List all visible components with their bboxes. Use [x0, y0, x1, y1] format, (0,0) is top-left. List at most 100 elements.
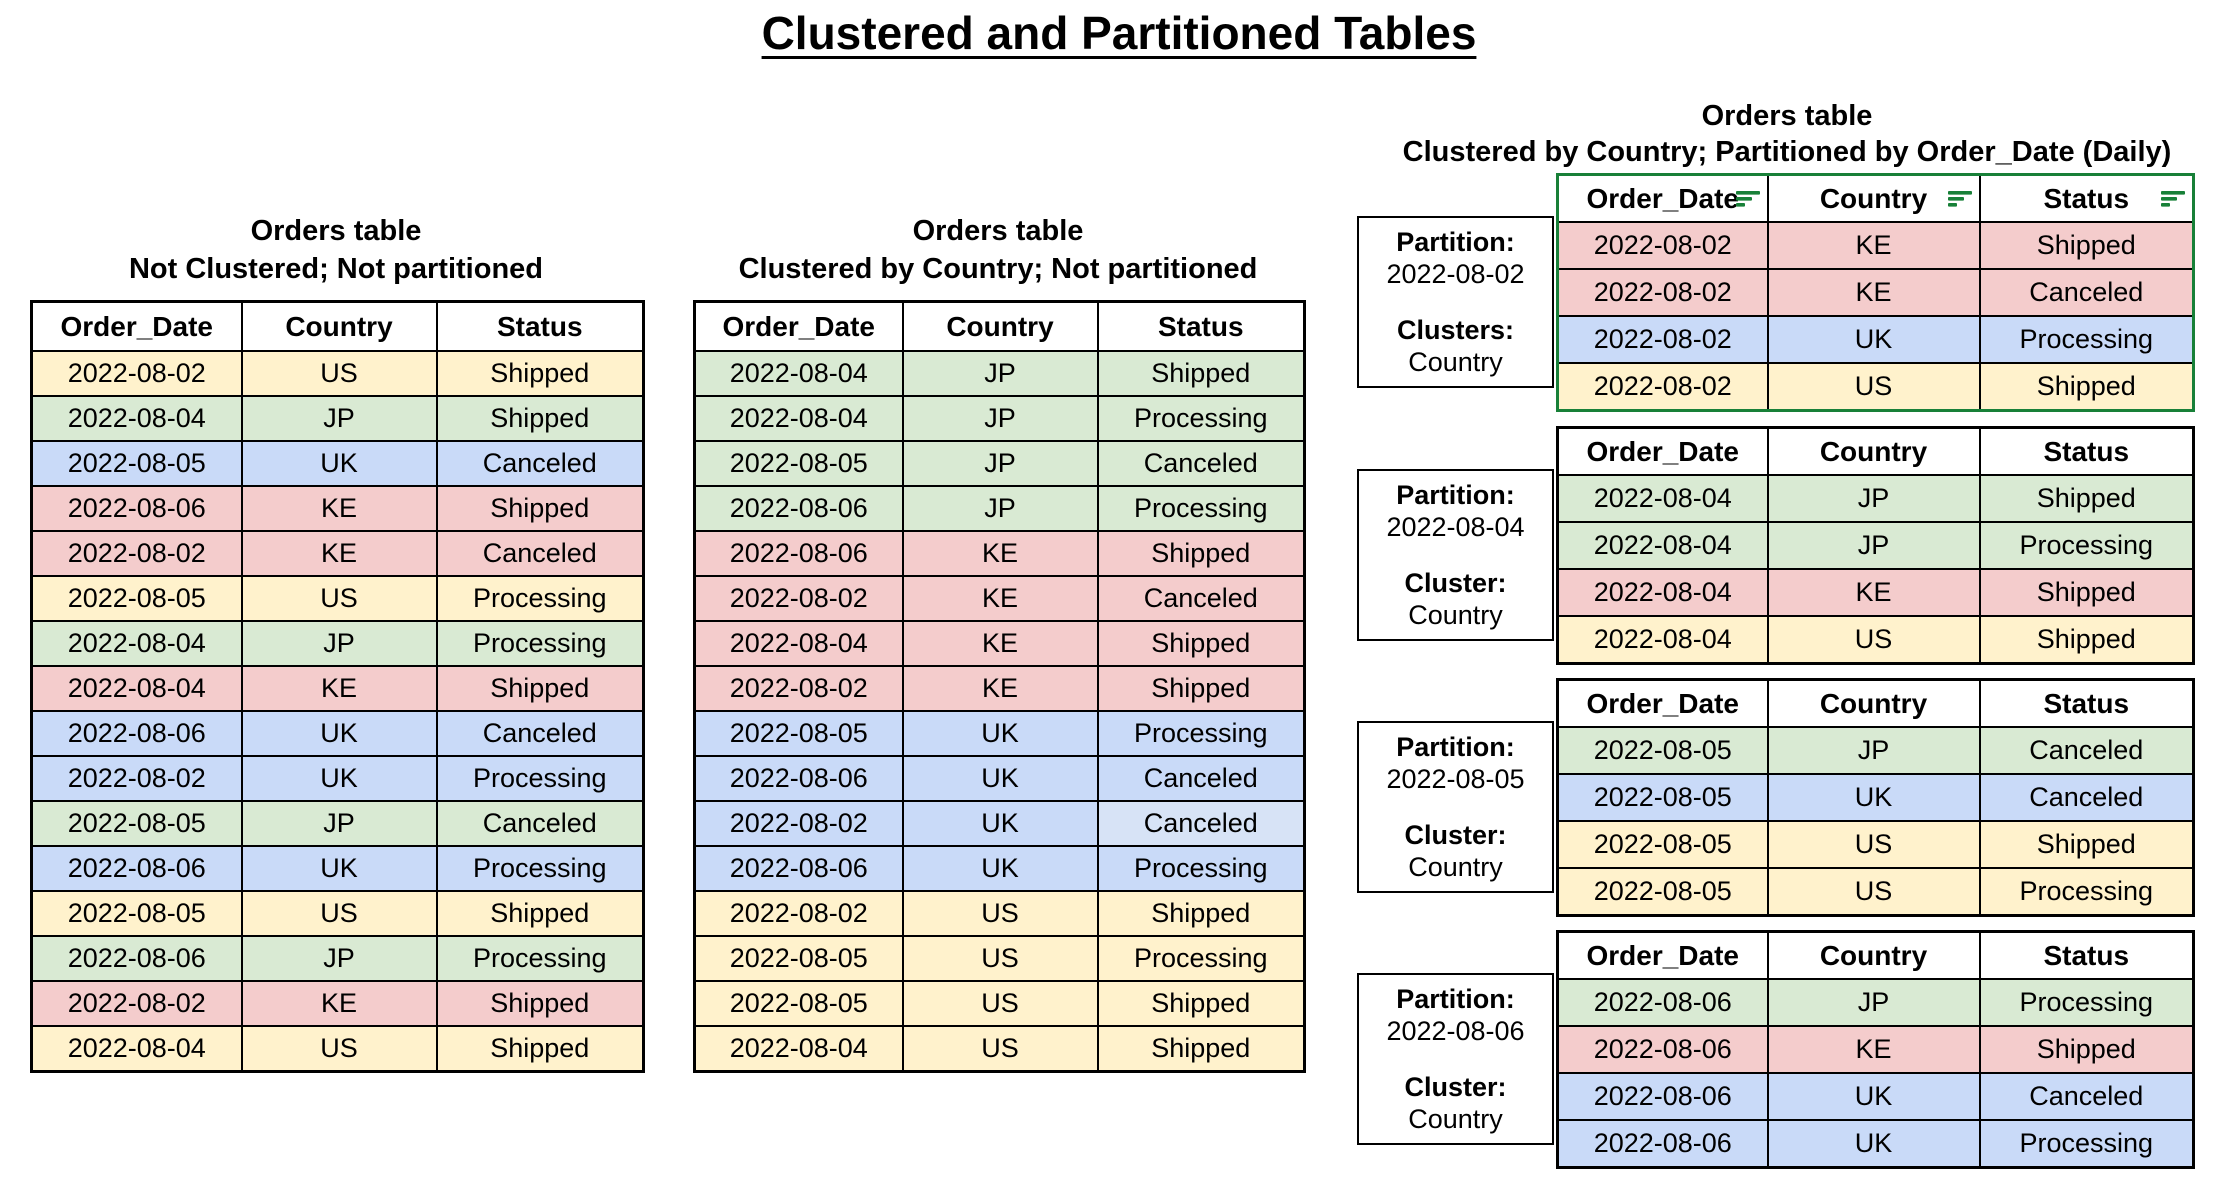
- cell-status: Shipped: [1978, 820, 2195, 869]
- cell-order-date: 2022-08-05: [30, 800, 243, 847]
- table-header-row: Order_Date Country Status: [693, 300, 1306, 352]
- section-clustered-partitioned: Orders table Clustered by Country; Parti…: [1357, 98, 2217, 1169]
- filter-icon[interactable]: [2161, 190, 2187, 208]
- cell-order-date: 2022-08-06: [1556, 978, 1769, 1027]
- cell-status: Shipped: [435, 980, 645, 1027]
- table-row: 2022-08-06 JP Processing: [693, 485, 1306, 532]
- column-header-label: Country: [1819, 435, 1928, 467]
- cluster-id-group: Cluster: Country: [1361, 1071, 1550, 1135]
- cell-order-date: 2022-08-02: [30, 980, 243, 1027]
- cell-status: Processing: [435, 575, 645, 622]
- cell-country: US: [1766, 867, 1981, 917]
- column-header-label: Status: [496, 310, 583, 342]
- cell-status: Processing: [1096, 710, 1306, 757]
- table-row: 2022-08-06 KE Shipped: [693, 530, 1306, 577]
- cell-status: Processing: [1978, 315, 2195, 364]
- cell-country: UK: [240, 440, 438, 487]
- cell-order-date: 2022-08-02: [1556, 315, 1769, 364]
- cell-country: JP: [1766, 978, 1981, 1027]
- column-header-label: Order_Date: [1586, 182, 1739, 214]
- table-row: 2022-08-04 KE Shipped: [693, 620, 1306, 667]
- table-row: 2022-08-05 UK Canceled: [1556, 773, 2195, 822]
- cell-order-date: 2022-08-02: [1556, 268, 1769, 317]
- cell-order-date: 2022-08-05: [30, 890, 243, 937]
- table-row: 2022-08-04 KE Shipped: [1556, 568, 2195, 617]
- column-header-order_date: Order_Date: [1556, 678, 1769, 728]
- section-clustered: Orders table Clustered by Country; Not p…: [693, 212, 1306, 1073]
- cell-status: Processing: [435, 620, 645, 667]
- cell-order-date: 2022-08-04: [1556, 474, 1769, 523]
- cell-status: Processing: [1978, 867, 2195, 917]
- cell-order-date: 2022-08-06: [30, 710, 243, 757]
- table-row: 2022-08-02 US Shipped: [1556, 362, 2195, 412]
- cell-order-date: 2022-08-06: [30, 485, 243, 532]
- table-header-row: Order_Date Country Status: [30, 300, 645, 352]
- partition-id-group: Partition: 2022-08-02: [1361, 226, 1550, 290]
- column-header-label: Status: [1157, 310, 1244, 342]
- column-header-order_date: Order_Date: [1556, 426, 1769, 476]
- table-row: 2022-08-04 US Shipped: [693, 1025, 1306, 1073]
- column-header-label: Country: [285, 310, 393, 342]
- cluster-label: Cluster:: [1404, 1072, 1507, 1102]
- right-table-title: Orders table: [1701, 100, 1873, 132]
- cell-status: Canceled: [1096, 800, 1306, 847]
- cell-status: Processing: [1096, 485, 1306, 532]
- table-row: 2022-08-06 UK Processing: [1556, 1119, 2195, 1169]
- column-header-country: Country: [240, 300, 438, 352]
- cell-status: Shipped: [435, 890, 645, 937]
- cell-country: JP: [240, 395, 438, 442]
- cluster-value: Country: [1408, 600, 1503, 630]
- cell-status: Shipped: [1978, 362, 2195, 412]
- table-header-row: Order_Date Country Status: [693, 300, 1306, 352]
- table-row: 2022-08-04 JP Processing: [1556, 521, 2195, 570]
- table-header: Order_Date Country Status: [1556, 173, 2195, 223]
- column-header-order_date: Order_Date: [1556, 173, 1769, 223]
- filter-icon[interactable]: [1735, 190, 1762, 208]
- cell-country: JP: [240, 935, 438, 982]
- partition-table-2022-08-02: Order_Date Country Status 2022-08-02 KE Shipp…: [1556, 173, 2195, 412]
- partition-value: 2022-08-04: [1386, 512, 1525, 542]
- cell-status: Canceled: [1978, 1072, 2195, 1121]
- partition-table-2022-08-06: Order_Date Country Status 2022-08-06 JP Proce…: [1556, 930, 2195, 1169]
- cell-order-date: 2022-08-05: [1556, 726, 1769, 775]
- cell-order-date: 2022-08-04: [30, 620, 243, 667]
- cell-order-date: 2022-08-02: [693, 890, 904, 937]
- cell-order-date: 2022-08-04: [693, 350, 904, 397]
- partition-label-box: Partition: 2022-08-04 Cluster: Country: [1357, 469, 1554, 641]
- column-header-country: Country: [1766, 426, 1981, 476]
- column-header-country: Country: [1766, 173, 1981, 223]
- table-row: 2022-08-06 KE Shipped: [30, 485, 645, 532]
- cell-country: JP: [1766, 726, 1981, 775]
- column-header-status: Status: [1978, 930, 2195, 980]
- cell-status: Shipped: [1978, 615, 2195, 665]
- cell-country: UK: [901, 845, 1099, 892]
- table-row: 2022-08-02 KE Shipped: [1556, 221, 2195, 270]
- cell-order-date: 2022-08-02: [1556, 362, 1769, 412]
- column-header-label: Country: [946, 310, 1054, 342]
- cell-order-date: 2022-08-05: [30, 575, 243, 622]
- cell-country: JP: [901, 350, 1099, 397]
- table-row: 2022-08-05 JP Canceled: [30, 800, 645, 847]
- cell-country: UK: [240, 845, 438, 892]
- cell-country: UK: [1766, 773, 1981, 822]
- cell-order-date: 2022-08-06: [693, 845, 904, 892]
- cell-order-date: 2022-08-02: [693, 665, 904, 712]
- cell-status: Canceled: [435, 530, 645, 577]
- partition-block: Partition: 2022-08-05 Cluster: Country Order…: [1357, 678, 2195, 917]
- cell-status: Shipped: [435, 665, 645, 712]
- cell-country: KE: [1766, 568, 1981, 617]
- cell-status: Canceled: [1978, 268, 2195, 317]
- cell-country: US: [240, 575, 438, 622]
- table-row: 2022-08-05 JP Canceled: [693, 440, 1306, 487]
- cell-country: US: [901, 890, 1099, 937]
- cell-status: Processing: [1096, 845, 1306, 892]
- table-row: 2022-08-04 JP Processing: [30, 620, 645, 667]
- cell-order-date: 2022-08-06: [693, 530, 904, 577]
- filter-icon[interactable]: [1947, 190, 1974, 208]
- cell-order-date: 2022-08-02: [693, 575, 904, 622]
- cell-status: Shipped: [435, 395, 645, 442]
- cell-country: KE: [240, 485, 438, 532]
- table-header: Order_Date Country Status: [1556, 930, 2195, 980]
- column-header-status: Status: [1096, 300, 1306, 352]
- cell-country: US: [240, 350, 438, 397]
